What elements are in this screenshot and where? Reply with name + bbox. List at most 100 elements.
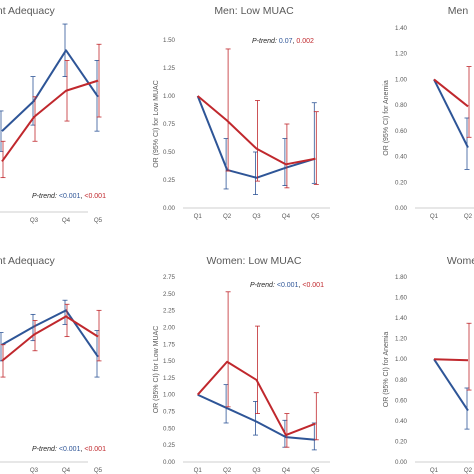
x-tick-label: Q4 [62, 467, 71, 474]
y-tick-label: 2.50 [163, 291, 176, 298]
p-trend-blue: <0.001 [277, 282, 299, 289]
x-tick-label: Q3 [30, 217, 39, 224]
p-trend-sep: , [80, 446, 84, 453]
y-tick-label: 0.60 [395, 397, 408, 404]
y-tick-label: 0.20 [395, 438, 408, 445]
y-tick-label: 1.50 [163, 37, 176, 44]
y-axis-label: OR (95% CI) for Anemia [383, 80, 390, 156]
panel-title: Wome [447, 255, 474, 267]
panel-title: rient Adequacy [0, 5, 55, 17]
x-tick-label: Q2 [464, 213, 473, 220]
y-tick-label: 1.00 [163, 392, 176, 399]
y-axis-label: OR (95% CI) for Low MUAC [153, 80, 160, 168]
y-tick-label: 1.20 [395, 336, 408, 343]
panel-men-low-muac: Men: Low MUAC 0.00 0.25 0.50 0.75 1.00 1.25 1.… [153, 5, 330, 220]
y-tick-label: 0.40 [395, 154, 408, 161]
x-tick-label: Q1 [194, 467, 203, 474]
x-tick-label: Q1 [430, 213, 439, 220]
series-line-red [433, 358, 469, 362]
x-tick-label: Q2 [464, 467, 473, 474]
p-trend-label: P-trend: [32, 193, 59, 200]
y-tick-label: 1.25 [163, 65, 176, 72]
p-trend-label: P-trend: [252, 38, 279, 45]
x-tick-label: Q5 [311, 213, 320, 220]
series-line-red [1, 315, 99, 362]
y-tick-label: 2.75 [163, 274, 176, 281]
y-tick-label: 1.80 [395, 274, 408, 281]
panel-title: Women: Low MUAC [207, 255, 302, 267]
x-tick-label: Q3 [252, 213, 261, 220]
y-tick-label: 0.60 [395, 128, 408, 135]
x-tick-label: Q1 [430, 467, 439, 474]
y-tick-label: 1.40 [395, 25, 408, 32]
y-tick-label: 1.00 [163, 93, 176, 100]
series-line-blue [1, 49, 99, 132]
y-tick-label: 1.20 [395, 51, 408, 58]
y-tick-label: 1.50 [163, 358, 176, 365]
p-trend-blue: 0.07 [279, 38, 293, 45]
y-tick-label: 0.25 [163, 177, 176, 184]
p-trend-red: <0.001 [302, 282, 324, 289]
y-tick-label: 0.00 [395, 459, 408, 466]
y-tick-label: 0.75 [163, 409, 176, 416]
p-trend-blue: <0.001 [59, 446, 81, 453]
panel-title: rient Adequacy [0, 255, 55, 267]
x-tick-label: Q4 [282, 467, 291, 474]
y-tick-label: 0.80 [395, 377, 408, 384]
series-line-blue [433, 78, 469, 149]
panel-title: Men: Low MUAC [214, 5, 294, 17]
y-axis-label: OR (95% CI) for Low MUAC [153, 326, 160, 414]
x-tick-label: Q3 [30, 467, 39, 474]
panel-title: Men [448, 5, 469, 17]
y-tick-label: 2.25 [163, 308, 176, 315]
p-trend-red: 0.002 [296, 38, 314, 45]
x-tick-label: Q5 [94, 217, 103, 224]
panel-women-anemia: Wome 0.00 0.20 0.40 0.60 0.80 1.00 1.20 1.40 1.6… [383, 255, 474, 474]
y-tick-label: 1.40 [395, 315, 408, 322]
series-line-red [1, 79, 99, 163]
y-tick-label: 0.40 [395, 418, 408, 425]
x-tick-label: Q4 [282, 213, 291, 220]
y-tick-label: 0.20 [395, 179, 408, 186]
y-tick-label: 0.80 [395, 102, 408, 109]
p-trend-sep: , [80, 193, 84, 200]
p-trend-annotation: P-trend: <0.001, <0.001 [32, 446, 106, 453]
panel-women-low-muac: Women: Low MUAC 0.00 0.25 0.50 0.75 1.00 1.25… [153, 255, 330, 474]
p-trend-label: P-trend: [32, 446, 59, 453]
p-trend-sep: , [298, 282, 302, 289]
p-trend-red: <0.001 [84, 193, 106, 200]
p-trend-red: <0.001 [84, 446, 106, 453]
x-tick-label: Q3 [252, 467, 261, 474]
x-tick-label: Q1 [194, 213, 203, 220]
series-line-red [197, 95, 316, 166]
y-tick-label: 0.00 [163, 459, 176, 466]
y-tick-label: 0.75 [163, 121, 176, 128]
y-tick-label: 0.50 [163, 149, 176, 156]
p-trend-label: P-trend: [250, 282, 277, 289]
series-line-blue [1, 309, 99, 358]
x-tick-label: Q5 [311, 467, 320, 474]
y-tick-label: 1.00 [395, 356, 408, 363]
y-tick-label: 1.60 [395, 295, 408, 302]
series-line-red [196, 360, 316, 437]
series-line-blue [433, 358, 469, 412]
p-trend-blue: <0.001 [59, 193, 81, 200]
y-axis-label: OR (95% CI) for Anemia [383, 332, 390, 408]
panel-nutrient-adequacy-women: rient Adequacy Q3 Q4 Q5 P-trend: <0.001, <0… [0, 255, 106, 474]
y-tick-label: 0.00 [163, 205, 176, 212]
series-line-blue [197, 393, 316, 441]
y-tick-label: 1.25 [163, 375, 176, 382]
x-tick-label: Q2 [223, 467, 232, 474]
p-trend-annotation: P-trend: 0.07, 0.002 [252, 38, 314, 45]
x-tick-label: Q2 [223, 213, 232, 220]
panel-nutrient-adequacy-men: rient Adequacy Q3 Q4 Q5 P-trend: <0.001, <0… [0, 5, 106, 224]
y-tick-label: 0.50 [163, 425, 176, 432]
series-line-red [433, 78, 469, 108]
y-tick-label: 0.25 [163, 442, 176, 449]
panel-men-anemia: Men 0.00 0.20 0.40 0.60 0.80 1.00 1.20 1.40 Q1 Q2… [383, 5, 474, 220]
p-trend-sep: , [292, 38, 296, 45]
p-trend-annotation: P-trend: <0.001, <0.001 [32, 193, 106, 200]
y-tick-label: 2.00 [163, 324, 176, 331]
x-tick-label: Q5 [94, 467, 103, 474]
